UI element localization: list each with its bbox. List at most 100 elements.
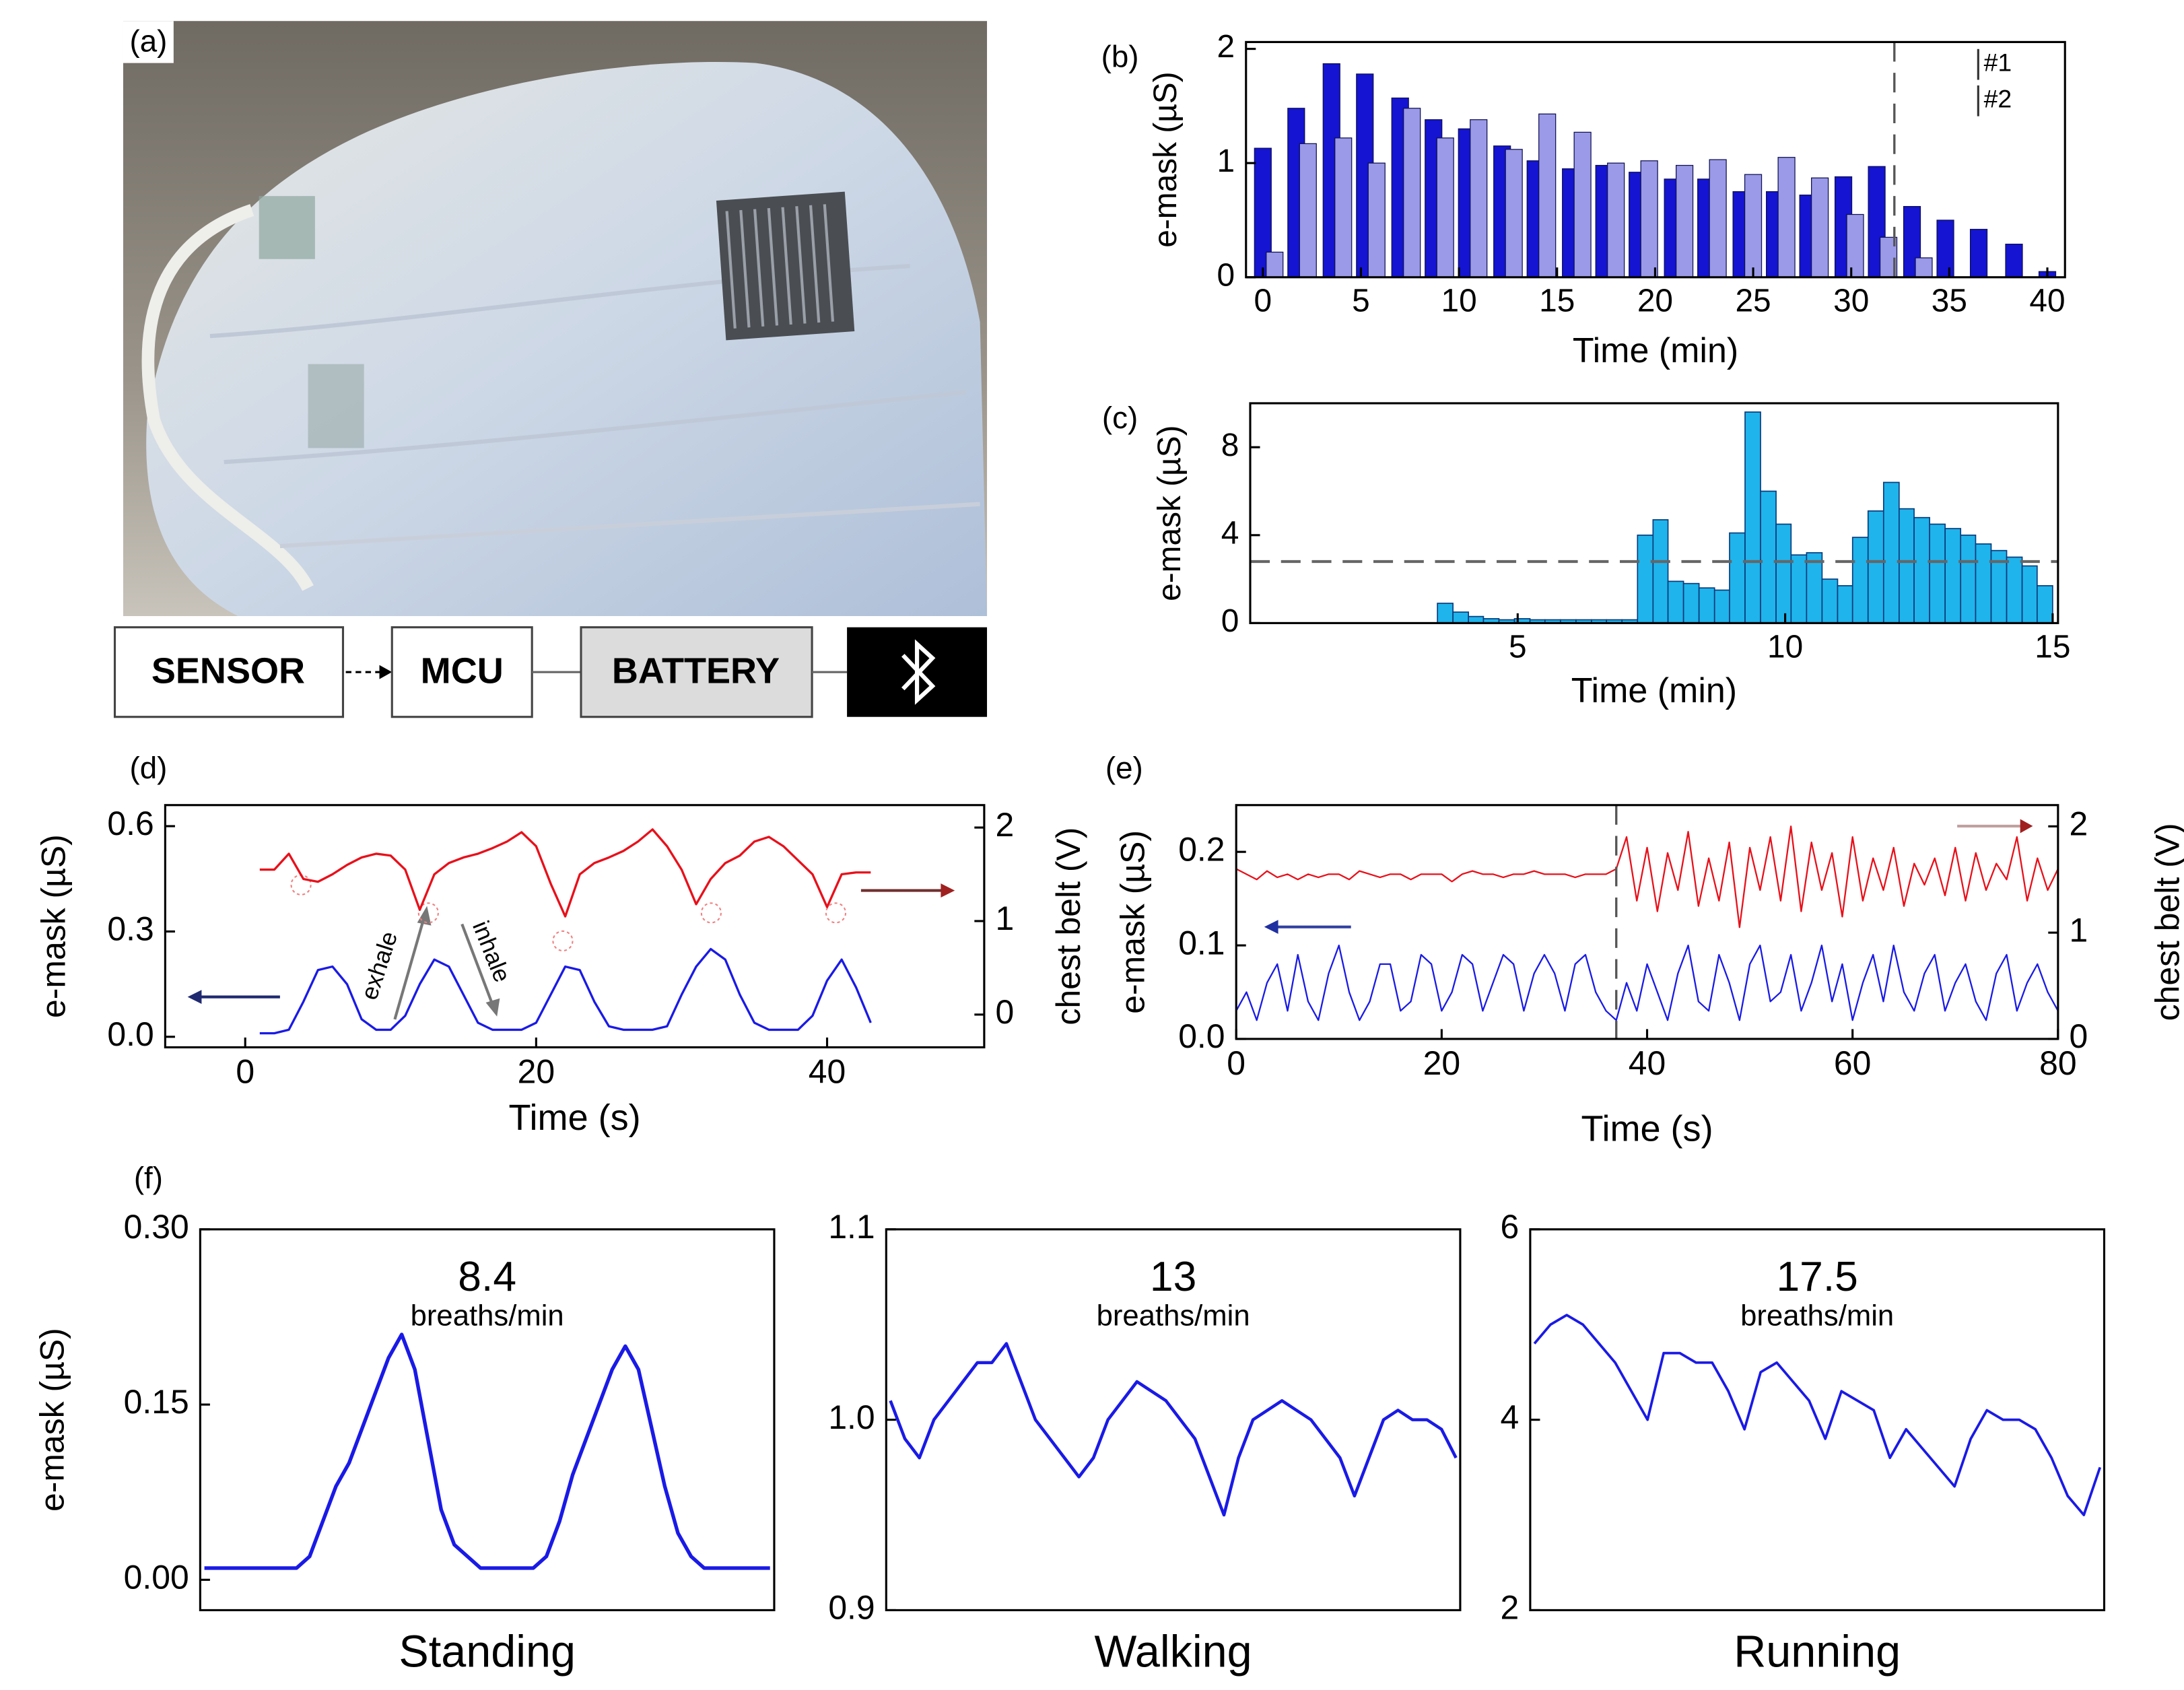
y2-axis-label: chest belt (V)	[2148, 823, 2184, 1021]
histogram-bar	[1821, 578, 1839, 624]
x-tick-label: 20	[518, 1053, 555, 1091]
bar	[1676, 164, 1694, 278]
histogram-bar	[1975, 543, 1992, 624]
x-axis-label: Running	[1734, 1627, 1901, 1677]
y-tick-label: 0	[1217, 257, 1235, 293]
bar	[1709, 159, 1727, 278]
y-tick-label: 1.0	[828, 1398, 875, 1436]
y-tick-label: 0	[1221, 603, 1239, 639]
x-tick-label: 5	[1352, 283, 1370, 319]
histogram-bar	[1744, 411, 1761, 624]
marker-circle	[825, 902, 847, 924]
arrowhead	[1264, 920, 1278, 935]
histogram-bar	[1806, 552, 1823, 624]
bluetooth-icon	[901, 639, 936, 705]
plot-frame	[199, 1228, 776, 1611]
decorations	[187, 819, 2033, 1020]
panel-label: (f)	[134, 1161, 163, 1195]
histogram-bar	[1775, 523, 1792, 624]
histogram-bar	[2021, 565, 2038, 624]
block	[580, 626, 813, 718]
y-tick-label: 1	[1217, 143, 1235, 179]
arrowhead	[417, 906, 432, 926]
x-tick-label: 10	[1767, 629, 1803, 665]
bar	[1538, 113, 1557, 278]
histogram-bar	[1682, 582, 1700, 624]
y2-tick-label: 2	[996, 806, 1015, 844]
histogram-bar	[1790, 554, 1808, 624]
bar	[1436, 137, 1454, 278]
histogram-bar	[1882, 481, 1900, 624]
histogram-bar	[1867, 510, 1884, 624]
block-diagram: SENSOR MCU BATTERY	[113, 626, 988, 718]
arrowhead	[2020, 819, 2033, 834]
y-axis-label: e-mask (µS)	[1152, 426, 1188, 601]
bar	[1607, 162, 1625, 278]
y-axis-label: e-mask (µS)	[1114, 830, 1152, 1014]
line-series	[1533, 1314, 2102, 1516]
block-label: SENSOR	[151, 651, 305, 691]
histogram-bar	[2006, 556, 2023, 624]
y-tick-label: 0.00	[124, 1559, 189, 1596]
line-series	[889, 1342, 1458, 1517]
x-tick-label: 15	[1539, 283, 1575, 319]
x-tick-label: 80	[2039, 1044, 2077, 1082]
x-axis-label: Time (s)	[509, 1097, 641, 1138]
panel-label: (d)	[129, 751, 167, 785]
legend-label: #2	[1984, 85, 2012, 113]
x-tick-label: 35	[1932, 283, 1967, 319]
bar	[1640, 160, 1658, 278]
y-tick-label: 1.1	[828, 1208, 875, 1246]
bar	[1505, 149, 1523, 278]
x-tick-label: 20	[1423, 1044, 1461, 1082]
histogram-bar	[1944, 528, 1962, 624]
bar	[1846, 213, 1864, 278]
y2-tick-label: 2	[2069, 805, 2088, 842]
y-tick-label: 4	[1221, 515, 1239, 551]
y-tick-label: 0.1	[1178, 924, 1225, 961]
bar	[1299, 143, 1317, 278]
bar	[1936, 219, 1954, 278]
histogram-bar	[1960, 534, 1977, 624]
y-axis-label: e-mask (µS)	[34, 834, 72, 1018]
x-axis-label: Time (min)	[1571, 671, 1737, 710]
histogram-bar	[1837, 585, 1853, 624]
block	[390, 626, 533, 718]
y-tick-label: 0.9	[828, 1589, 875, 1627]
histogram-bar	[1929, 523, 1946, 624]
x-tick-label: 0	[1227, 1044, 1245, 1082]
histogram-bar	[1713, 589, 1730, 624]
y2-tick-label: 1	[2069, 911, 2088, 949]
histogram-bar	[2037, 585, 2053, 624]
panel-label: (e)	[1105, 751, 1143, 785]
annotation: 8.4	[458, 1254, 516, 1300]
histogram-bar	[1452, 611, 1470, 624]
arrowhead	[941, 883, 955, 898]
histogram-bar	[1667, 580, 1684, 624]
y-tick-label: 0.0	[107, 1015, 153, 1053]
histogram-bar	[1652, 519, 1669, 624]
legend-label: #1	[1984, 48, 2012, 77]
y-tick-label: 4	[1500, 1398, 1519, 1436]
annotation: 13	[1150, 1254, 1196, 1300]
bar	[1470, 119, 1488, 278]
bar	[1915, 257, 1933, 278]
histogram-bar	[1729, 532, 1746, 624]
bar	[1811, 177, 1829, 278]
y-axis-label: e-mask (µS)	[1148, 71, 1184, 247]
y-tick-label: 0.15	[124, 1383, 189, 1421]
arrowhead	[485, 998, 500, 1017]
histogram-bar	[1437, 603, 1454, 624]
histogram-bar	[1698, 587, 1715, 624]
mask-photo: (a)	[123, 21, 988, 617]
line-series	[259, 947, 872, 1035]
bar	[1777, 157, 1796, 278]
y-tick-label: 2	[1217, 29, 1235, 65]
panel-label: (c)	[1102, 401, 1138, 435]
line-series	[259, 828, 871, 918]
x-tick-label: 0	[1254, 283, 1272, 319]
histogram-bar	[1851, 537, 1869, 624]
plot-frame	[164, 804, 986, 1049]
